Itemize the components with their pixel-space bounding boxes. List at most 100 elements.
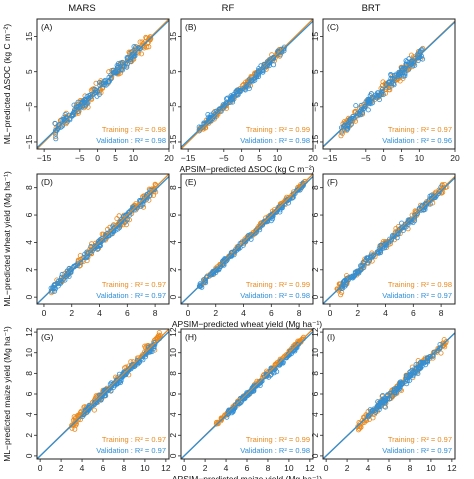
validation-point: [110, 223, 116, 229]
training-point: [152, 181, 158, 187]
validation-point: [376, 97, 382, 103]
validation-point: [270, 216, 276, 222]
validation-point: [56, 280, 62, 286]
validation-point: [205, 115, 211, 121]
y-tick-label: 6: [168, 391, 178, 396]
panel-label: (G): [41, 332, 53, 342]
y-tick-label: −5: [168, 102, 178, 112]
training-point: [358, 424, 364, 430]
validation-point: [255, 74, 261, 80]
y-tick-label: 8: [310, 185, 320, 190]
y-tick-label: 4: [24, 240, 34, 245]
training-r2-label: Training : R² = 0.98: [388, 280, 452, 289]
validation-point: [200, 124, 206, 130]
validation-point: [234, 247, 240, 253]
validation-point: [66, 269, 72, 275]
x-tick-label: 6: [245, 463, 250, 473]
validation-point: [382, 398, 388, 404]
validation-point: [137, 45, 143, 51]
validation-point: [246, 83, 252, 89]
y-tick-label: 0: [24, 453, 34, 458]
x-tick-label: −5: [75, 153, 85, 163]
x-tick-label: 2: [213, 308, 218, 318]
validation-point: [69, 267, 75, 273]
x-tick-label: 10: [415, 153, 425, 163]
validation-point: [360, 106, 366, 112]
validation-r2-label: Validation : R² = 0.98: [96, 136, 166, 145]
y-tick-label: 4: [24, 412, 34, 417]
validation-point: [390, 81, 396, 87]
validation-point: [91, 401, 97, 407]
validation-point: [92, 245, 98, 251]
y-tick-label: 0: [168, 453, 178, 458]
validation-point: [410, 369, 416, 375]
y-tick-label: 0: [310, 453, 320, 458]
y-tick-label: 4: [310, 412, 320, 417]
validation-point: [197, 283, 203, 289]
y-tick-label: 4: [168, 240, 178, 245]
validation-point: [365, 413, 371, 419]
y-tick-label: 15: [24, 32, 34, 42]
panel-a: (A) Training : R² = 0.98 Validation : R² =…: [24, 18, 174, 163]
training-point: [93, 80, 99, 86]
y-tick-label: 12: [24, 327, 34, 337]
y-tick-label: 2: [310, 267, 320, 272]
validation-point: [417, 360, 423, 366]
validation-point: [365, 98, 371, 104]
validation-point: [144, 196, 150, 202]
validation-point: [59, 271, 65, 277]
panel-label: (B): [185, 22, 197, 32]
panel-label: (A): [41, 22, 53, 32]
x-tick-label: 6: [269, 308, 274, 318]
plot-frame: [180, 18, 314, 150]
validation-point: [93, 399, 99, 405]
validation-point: [259, 67, 265, 73]
validation-fit-line: [323, 21, 455, 148]
validation-point: [228, 406, 234, 412]
validation-point: [388, 76, 394, 82]
y-tick-label: 0: [168, 295, 178, 300]
validation-point: [97, 80, 103, 86]
validation-point: [412, 62, 418, 68]
validation-point: [340, 285, 346, 291]
x-tick-label: 20: [164, 153, 174, 163]
y-tick-label: 6: [310, 212, 320, 217]
validation-point: [53, 131, 59, 137]
validation-point: [233, 89, 239, 95]
validation-point: [110, 67, 116, 73]
y-tick-label: 8: [168, 185, 178, 190]
validation-r2-label: Validation : R² = 0.97: [96, 291, 166, 300]
validation-point: [75, 109, 81, 115]
validation-point: [361, 105, 367, 111]
x-tick-label: 2: [345, 463, 350, 473]
panel-label: (C): [327, 22, 339, 32]
validation-point: [85, 95, 91, 101]
x-tick-label: 4: [383, 308, 388, 318]
panel-d: (D) Training : R² = 0.97 Validation : R² =…: [24, 173, 170, 318]
validation-point: [407, 369, 413, 375]
validation-point: [408, 216, 414, 222]
x-tick-label: 5: [399, 153, 404, 163]
validation-point: [125, 61, 131, 67]
validation-point: [414, 211, 420, 217]
validation-point: [111, 381, 117, 387]
x-tick-label: 5: [113, 153, 118, 163]
validation-point: [248, 236, 254, 242]
x-tick-label: 6: [125, 308, 130, 318]
x-tick-label: 2: [69, 308, 74, 318]
plot-frame: [36, 18, 170, 150]
validation-point: [356, 270, 362, 276]
validation-point: [122, 219, 128, 225]
training-point: [156, 332, 162, 338]
validation-fit-line: [181, 331, 313, 459]
training-r2-label: Training : R² = 0.98: [102, 125, 166, 134]
y-tick-label: −15: [310, 134, 320, 149]
x-tick-label: 0: [182, 463, 187, 473]
y-tick-label: 4: [168, 412, 178, 417]
x-tick-label: 2: [203, 463, 208, 473]
y-tick-label: 6: [24, 391, 34, 396]
training-point: [138, 51, 144, 57]
y-tick-label: 0: [310, 295, 320, 300]
validation-fit-line: [323, 332, 455, 459]
validation-point: [412, 212, 418, 218]
